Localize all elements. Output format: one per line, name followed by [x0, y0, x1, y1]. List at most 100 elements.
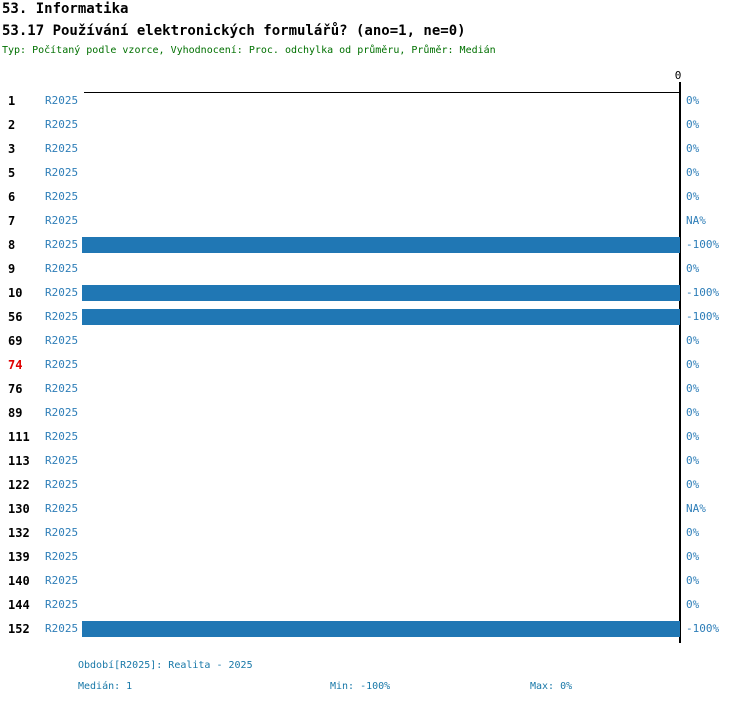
value-bar [82, 285, 680, 301]
row-value-label: -100% [686, 310, 720, 323]
row-value-label: 0% [686, 478, 700, 491]
row-period-label: R2025 [45, 454, 79, 467]
row-id-label: 111 [8, 430, 30, 444]
chart-row: 144 R2025 0% [0, 593, 750, 617]
chart-row: 3 R2025 0% [0, 137, 750, 161]
chart-row: 9 R2025 0% [0, 257, 750, 281]
row-value-label: NA% [686, 214, 706, 227]
row-value-label: 0% [686, 406, 700, 419]
chart-row: 111 R2025 0% [0, 425, 750, 449]
chart-row: 140 R2025 0% [0, 569, 750, 593]
row-id-label: 9 [8, 262, 16, 276]
row-period-label: R2025 [45, 382, 79, 395]
row-value-label: 0% [686, 94, 700, 107]
row-period-label: R2025 [45, 166, 79, 179]
row-value-label: 0% [686, 334, 700, 347]
row-value-label: 0% [686, 262, 700, 275]
row-id-label: 144 [8, 598, 30, 612]
row-id-label: 152 [8, 622, 30, 636]
zero-axis-line [679, 82, 681, 643]
row-id-label: 139 [8, 550, 30, 564]
chart-row: 10 R2025 -100% [0, 281, 750, 305]
row-value-label: 0% [686, 574, 700, 587]
chart-row: 122 R2025 0% [0, 473, 750, 497]
row-period-label: R2025 [45, 478, 79, 491]
chart-row: 69 R2025 0% [0, 329, 750, 353]
row-id-label: 132 [8, 526, 30, 540]
row-value-label: 0% [686, 358, 700, 371]
row-value-label: -100% [686, 622, 720, 635]
chart-row: 89 R2025 0% [0, 401, 750, 425]
row-period-label: R2025 [45, 550, 79, 563]
axis-zero-tick-label: 0 [674, 69, 682, 82]
row-period-label: R2025 [45, 118, 79, 131]
row-value-label: 0% [686, 454, 700, 467]
chart-row: 2 R2025 0% [0, 113, 750, 137]
chart-row: 76 R2025 0% [0, 377, 750, 401]
row-value-label: -100% [686, 238, 720, 251]
row-id-label: 3 [8, 142, 16, 156]
chart-rows: 1 R2025 0% 2 R2025 0% 3 R2025 0% 5 R2025 0% 6 R2025 0%… [0, 89, 750, 641]
row-id-label: 7 [8, 214, 16, 228]
row-id-label: 89 [8, 406, 23, 420]
row-id-label: 8 [8, 238, 16, 252]
row-period-label: R2025 [45, 310, 79, 323]
chart-row: 56 R2025 -100% [0, 305, 750, 329]
footer-median-stat: Medián: 1 [78, 681, 133, 692]
row-id-label: 2 [8, 118, 16, 132]
row-id-label: 5 [8, 166, 16, 180]
row-id-label: 10 [8, 286, 23, 300]
chart-row: 74 R2025 0% [0, 353, 750, 377]
row-period-label: R2025 [45, 502, 79, 515]
row-period-label: R2025 [45, 574, 79, 587]
row-id-label: 113 [8, 454, 30, 468]
row-period-label: R2025 [45, 286, 79, 299]
question-title: 53.17 Používání elektronických formulářů… [2, 23, 466, 39]
row-id-label: 6 [8, 190, 16, 204]
row-id-label: 130 [8, 502, 30, 516]
value-bar [82, 621, 680, 637]
footer-max-stat: Max: 0% [530, 681, 573, 692]
row-id-label: 69 [8, 334, 23, 348]
row-id-label: 56 [8, 310, 23, 324]
chart-row: 132 R2025 0% [0, 521, 750, 545]
row-value-label: -100% [686, 286, 720, 299]
row-period-label: R2025 [45, 526, 79, 539]
row-value-label: 0% [686, 550, 700, 563]
row-period-label: R2025 [45, 622, 79, 635]
row-period-label: R2025 [45, 190, 79, 203]
row-value-label: 0% [686, 382, 700, 395]
row-value-label: 0% [686, 430, 700, 443]
row-value-label: NA% [686, 502, 706, 515]
row-period-label: R2025 [45, 598, 79, 611]
row-id-label: 140 [8, 574, 30, 588]
row-value-label: 0% [686, 190, 700, 203]
chart-meta-line: Typ: Počítaný podle vzorce, Vyhodnocení:… [2, 45, 496, 56]
row-period-label: R2025 [45, 406, 79, 419]
row-id-label: 1 [8, 94, 16, 108]
chart-row: 8 R2025 -100% [0, 233, 750, 257]
chart-row: 1 R2025 0% [0, 89, 750, 113]
footer-min-stat: Min: -100% [330, 681, 391, 692]
chart-row: 6 R2025 0% [0, 185, 750, 209]
row-period-label: R2025 [45, 358, 79, 371]
row-value-label: 0% [686, 166, 700, 179]
row-value-label: 0% [686, 118, 700, 131]
row-period-label: R2025 [45, 238, 79, 251]
value-bar [82, 237, 680, 253]
chart-row: 152 R2025 -100% [0, 617, 750, 641]
value-bar [82, 309, 680, 325]
chart-row: 139 R2025 0% [0, 545, 750, 569]
plot-top-axis-line [84, 92, 681, 93]
footer-period-legend: Období[R2025]: Realita - 2025 [78, 660, 253, 671]
row-id-label: 122 [8, 478, 30, 492]
row-period-label: R2025 [45, 214, 79, 227]
row-period-label: R2025 [45, 94, 79, 107]
row-period-label: R2025 [45, 334, 79, 347]
row-period-label: R2025 [45, 430, 79, 443]
chart-row: 5 R2025 0% [0, 161, 750, 185]
row-id-label: 76 [8, 382, 23, 396]
row-period-label: R2025 [45, 142, 79, 155]
chart-row: 130 R2025 NA% [0, 497, 750, 521]
